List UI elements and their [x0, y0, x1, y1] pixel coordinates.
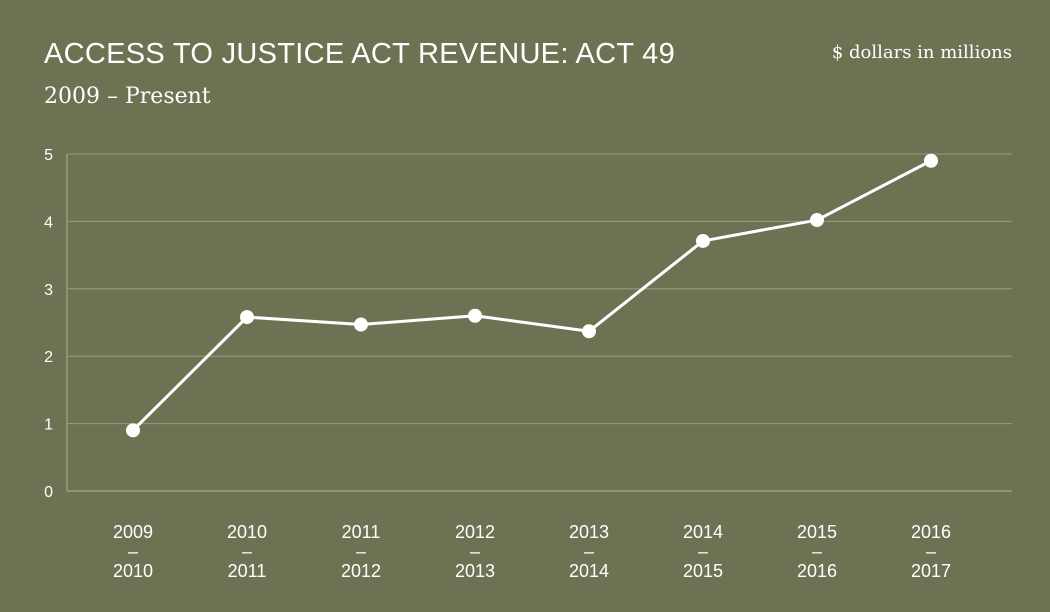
data-point [126, 423, 140, 438]
data-point [924, 153, 938, 168]
x-tick-label: 2010–2011 [227, 522, 267, 581]
data-point [354, 317, 368, 332]
y-tick-label: 3 [44, 282, 53, 299]
y-tick-label: 1 [44, 417, 53, 434]
x-tick-label: 2011–2012 [341, 522, 381, 581]
grid-layer [67, 153, 1012, 492]
series-line [131, 159, 932, 432]
chart-title: ACCESS TO JUSTICE ACT REVENUE: ACT 49 [44, 38, 676, 70]
chart-subtitle: 2009 – Present [44, 84, 211, 109]
y-tick-label: 0 [44, 484, 53, 501]
y-tick-label: 2 [44, 349, 53, 366]
x-tick-label: 2009–2010 [113, 522, 153, 581]
y-tick-label: 5 [44, 147, 53, 164]
x-tick-labels: 2009–2010 2010–2011 2011–2012 2012–2013 2013… [113, 522, 951, 581]
x-tick-label: 2012–2013 [455, 522, 495, 581]
x-tick-label: 2015–2016 [797, 522, 837, 581]
x-tick-label: 2013–2014 [569, 522, 609, 581]
series-line-layer [131, 159, 932, 432]
data-point [810, 213, 824, 228]
x-tick-label: 2016–2017 [911, 522, 951, 581]
data-point [468, 308, 482, 323]
data-point [582, 324, 596, 339]
data-point [696, 233, 710, 248]
x-tick-label: 2014–2015 [683, 522, 723, 581]
y-tick-labels: 0 1 2 3 4 5 [44, 147, 53, 501]
units-label: $ dollars in millions [831, 42, 1012, 63]
data-point [240, 310, 254, 325]
y-tick-label: 4 [44, 214, 53, 231]
data-points [126, 153, 938, 438]
